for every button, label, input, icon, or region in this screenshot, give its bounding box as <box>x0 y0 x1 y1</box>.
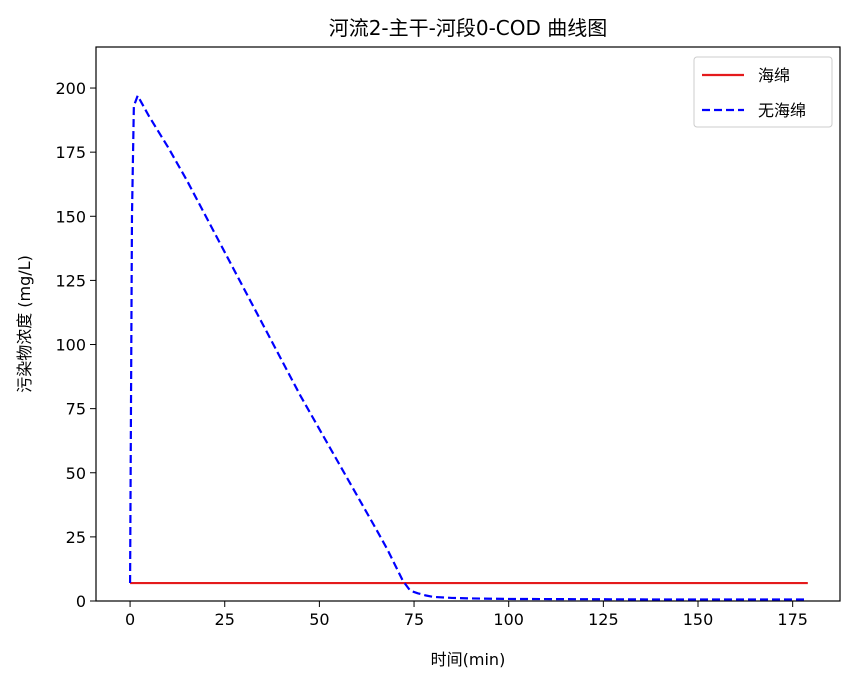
x-tick-label: 25 <box>215 610 235 629</box>
y-tick-label: 100 <box>55 336 86 355</box>
x-tick-label: 150 <box>683 610 714 629</box>
y-tick-label: 175 <box>55 143 86 162</box>
x-tick-label: 0 <box>125 610 135 629</box>
series-line-1 <box>128 94 808 601</box>
x-axis: 0 25 50 75 100 125 150 175 <box>125 601 808 629</box>
x-axis-label: 时间(min) <box>431 650 506 669</box>
legend-label-1: 无海绵 <box>758 101 806 120</box>
y-tick-label: 0 <box>76 592 86 611</box>
y-axis-label: 污染物浓度 (mg/L) <box>15 255 34 393</box>
y-tick-label: 50 <box>66 464 86 483</box>
x-tick-label: 175 <box>777 610 808 629</box>
x-tick-label: 125 <box>588 610 619 629</box>
y-tick-label: 75 <box>66 400 86 419</box>
y-tick-label: 125 <box>55 271 86 290</box>
x-tick-label: 50 <box>309 610 329 629</box>
legend-label-0: 海绵 <box>758 66 790 85</box>
series-layer <box>128 94 808 601</box>
y-tick-label: 200 <box>55 79 86 98</box>
x-tick-label: 75 <box>404 610 424 629</box>
y-tick-label: 150 <box>55 207 86 226</box>
x-tick-label: 100 <box>493 610 524 629</box>
y-tick-label: 25 <box>66 528 86 547</box>
plot-area: 0 25 50 75 100 125 150 175 0 25 50 75 100 125 150 175 2… <box>55 46 841 629</box>
plot-frame <box>95 46 841 602</box>
chart-title: 河流2-主干-河段0-COD 曲线图 <box>329 16 608 40</box>
y-axis: 0 25 50 75 100 125 150 175 200 <box>55 79 96 611</box>
